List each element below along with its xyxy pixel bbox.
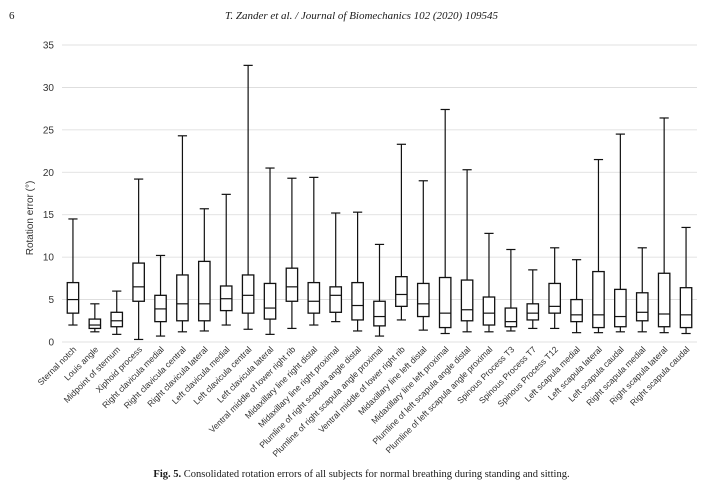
running-header: T. Zander et al. / Journal of Biomechani… xyxy=(225,10,498,22)
box-25 xyxy=(592,158,605,334)
iqr-box xyxy=(592,270,605,329)
box-16 xyxy=(395,143,408,321)
box-23 xyxy=(548,247,562,330)
y-tick-label: 25 xyxy=(43,125,55,136)
iqr-box xyxy=(460,279,474,322)
iqr-box xyxy=(504,307,518,328)
iqr-box xyxy=(329,286,343,313)
box-9 xyxy=(241,64,255,330)
y-tick-label: 5 xyxy=(48,295,54,306)
box-6 xyxy=(176,135,189,333)
boxes xyxy=(66,64,693,341)
iqr-box xyxy=(416,282,430,318)
box-3 xyxy=(110,290,124,335)
iqr-box xyxy=(373,300,386,327)
box-11 xyxy=(285,177,299,330)
y-tick-label: 15 xyxy=(43,210,55,221)
iqr-box xyxy=(657,272,671,328)
y-tick-label: 35 xyxy=(43,41,55,52)
y-tick-label: 0 xyxy=(48,338,54,349)
iqr-box xyxy=(132,262,145,302)
y-tick-label: 30 xyxy=(43,83,55,94)
box-19 xyxy=(460,169,474,333)
iqr-box xyxy=(307,281,321,314)
box-12 xyxy=(307,176,321,326)
iqr-box xyxy=(438,276,452,329)
iqr-box xyxy=(679,287,693,329)
iqr-box xyxy=(395,276,408,308)
box-18 xyxy=(438,108,452,335)
iqr-box xyxy=(570,298,583,323)
box-14 xyxy=(351,211,364,332)
box-27 xyxy=(635,247,649,333)
figure-label: Fig. 5. xyxy=(153,469,182,480)
box-5 xyxy=(154,254,167,337)
y-tick-labels: 0 5 10 15 20 25 30 35 xyxy=(43,41,55,349)
box-24 xyxy=(570,259,583,334)
iqr-box xyxy=(635,292,649,322)
box-15 xyxy=(373,243,386,337)
iqr-box xyxy=(263,282,277,320)
iqr-box xyxy=(614,288,627,328)
iqr-box xyxy=(482,296,496,326)
box-10 xyxy=(263,167,277,335)
iqr-box xyxy=(241,274,255,314)
page-number: 6 xyxy=(9,10,15,22)
iqr-box xyxy=(548,282,562,314)
box-28 xyxy=(657,117,671,334)
y-tick-label: 10 xyxy=(43,253,55,264)
box-7 xyxy=(197,208,211,332)
iqr-box xyxy=(66,281,80,314)
iqr-box xyxy=(285,267,299,302)
box-2 xyxy=(88,303,102,333)
box-13 xyxy=(329,212,343,323)
iqr-box xyxy=(110,311,124,328)
box-29 xyxy=(679,226,693,335)
iqr-box xyxy=(88,318,102,330)
box-1 xyxy=(66,218,80,326)
box-22 xyxy=(526,269,540,330)
iqr-box xyxy=(526,303,540,321)
box-26 xyxy=(614,133,627,333)
y-axis-label: Rotation error (°) xyxy=(25,181,36,256)
box-21 xyxy=(504,248,518,332)
iqr-box xyxy=(176,274,189,322)
y-tick-label: 20 xyxy=(43,168,55,179)
iqr-box xyxy=(197,260,211,322)
box-8 xyxy=(219,193,233,326)
iqr-box xyxy=(351,281,364,321)
box-20 xyxy=(482,232,496,333)
caption-text: Consolidated rotation errors of all subj… xyxy=(183,469,570,480)
figure-caption: Fig. 5. Consolidated rotation errors of … xyxy=(0,469,723,480)
box-17 xyxy=(416,180,430,331)
box-4 xyxy=(132,178,145,341)
